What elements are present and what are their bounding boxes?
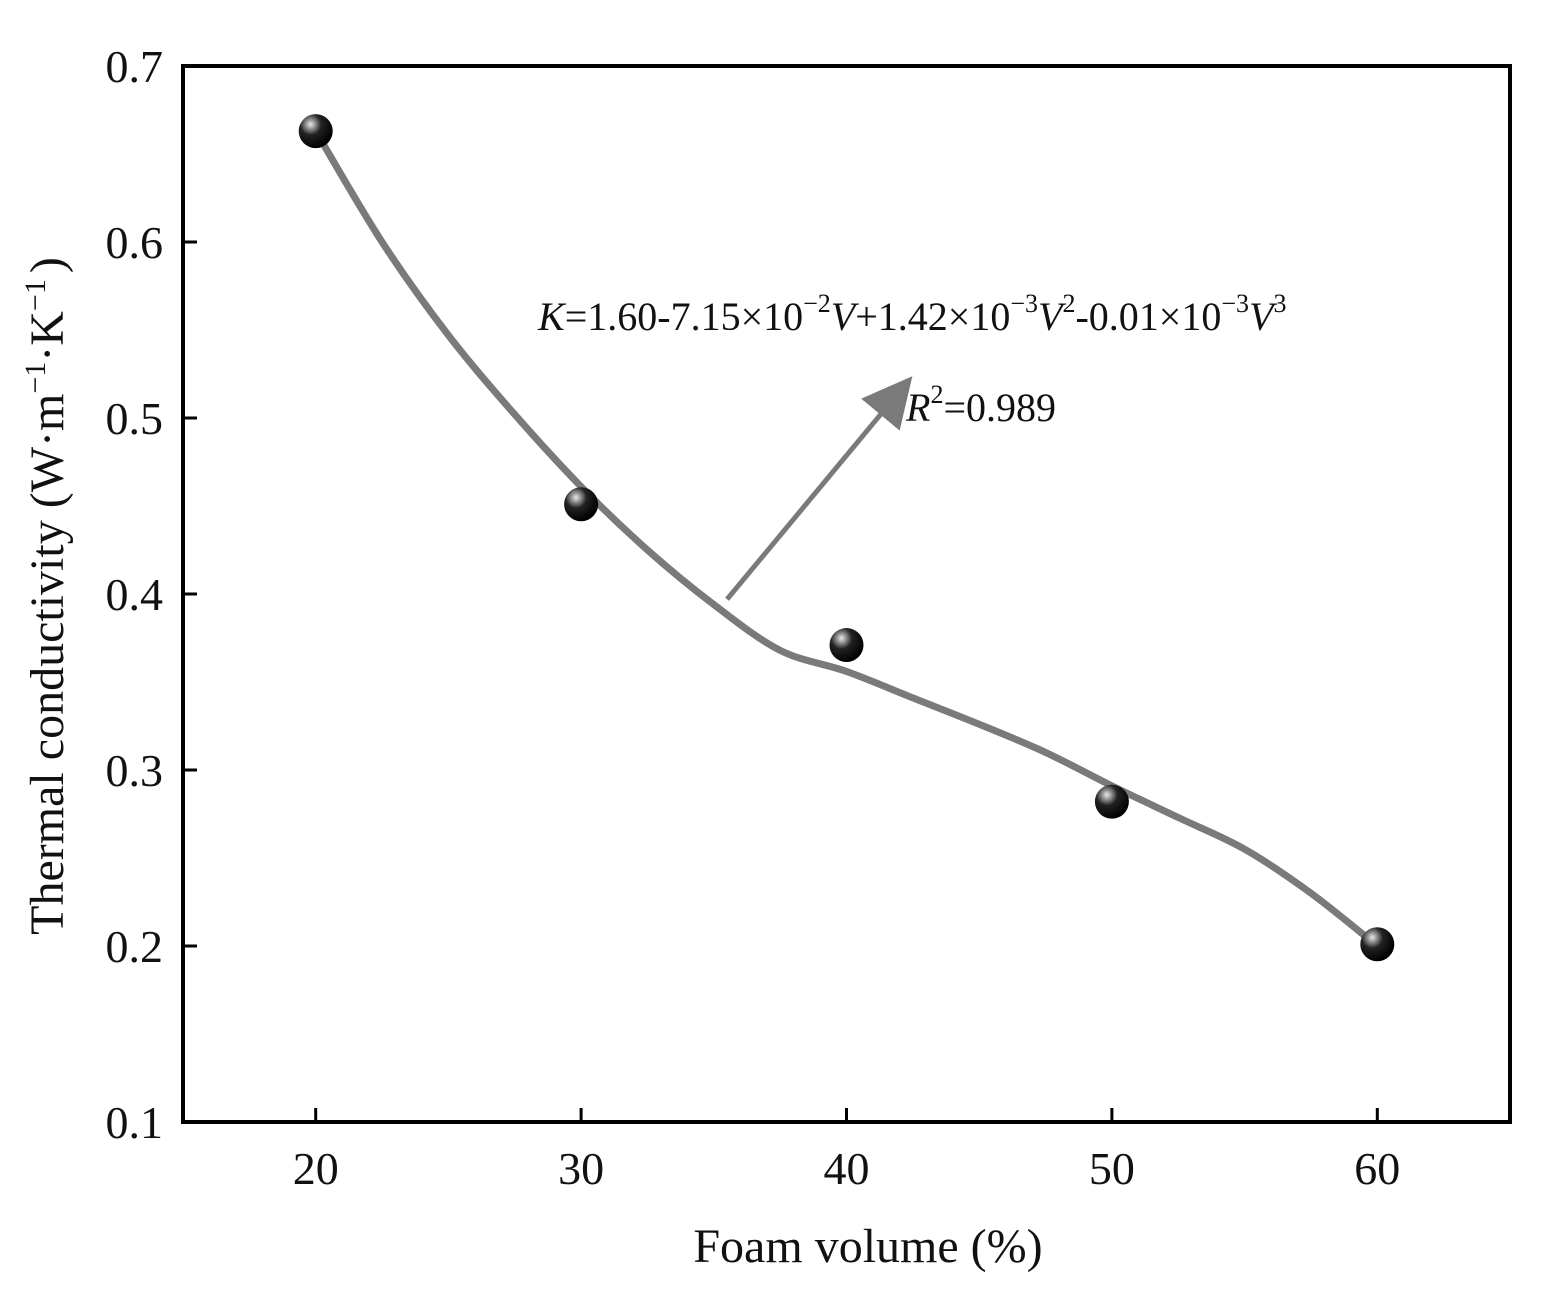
y-axis-title-mid: ·K [21, 311, 74, 362]
y-tick-label: 0.5 [106, 393, 164, 444]
tick-labels: 20 30 40 50 60 0.1 0.2 0.3 0.4 0.5 0.6 0.7 [106, 41, 1401, 1194]
data-point [1360, 927, 1395, 962]
x-axis-title: Foam volume (%) [693, 1220, 1042, 1273]
y-axis-title-main: Thermal conductivity (W·m [21, 394, 74, 935]
y-axis-title-sup1: −1 [19, 362, 52, 394]
eq-exp3: −3 [1221, 289, 1249, 318]
fit-equation: K=1.60-7.15×10−2V+1.42×10−3V2-0.01×10−3V… [537, 289, 1286, 339]
eq-cube: 3 [1273, 289, 1286, 318]
fit-curve-layer [312, 127, 1381, 950]
y-axis-title: Thermal conductivity (W·m−1·K−1) [19, 257, 74, 935]
data-points-layer [298, 114, 1395, 962]
r2-R: R [905, 385, 930, 430]
y-tick-label: 0.3 [106, 745, 164, 796]
y-tick-label: 0.1 [106, 1097, 164, 1148]
r2-value: =0.989 [943, 385, 1056, 430]
eq-exp1: −2 [803, 289, 831, 318]
eq-part3: -0.01×10 [1075, 294, 1221, 339]
tick-marks [183, 64, 1379, 1124]
eq-part1: =1.60-7.15×10 [565, 294, 803, 339]
y-axis-title-end: ) [21, 257, 74, 273]
eq-part2: +1.42×10 [855, 294, 1010, 339]
eq-K: K [537, 294, 567, 339]
eq-sq: 2 [1062, 289, 1075, 318]
x-tick-label: 60 [1354, 1143, 1400, 1194]
data-point [829, 628, 864, 663]
x-tick-label: 40 [824, 1143, 870, 1194]
eq-V2: V [1038, 294, 1067, 339]
annotation-arrow [725, 376, 913, 601]
data-point [298, 114, 333, 149]
y-tick-label: 0.7 [106, 41, 164, 92]
r2-sup: 2 [930, 380, 943, 409]
r-squared-label: R2=0.989 [905, 380, 1056, 430]
y-tick-label: 0.2 [106, 921, 164, 972]
y-axis-title-sup2: −1 [19, 279, 52, 311]
fit-curve [312, 127, 1381, 950]
eq-V3: V [1249, 294, 1278, 339]
data-point [1094, 784, 1129, 819]
x-tick-label: 30 [558, 1143, 604, 1194]
y-tick-label: 0.6 [106, 217, 164, 268]
y-tick-label: 0.4 [106, 569, 164, 620]
plot-frame [181, 64, 1512, 1124]
arrow-layer [725, 376, 913, 601]
eq-exp2: −3 [1010, 289, 1038, 318]
eq-V1: V [831, 294, 860, 339]
x-tick-label: 50 [1089, 1143, 1135, 1194]
x-tick-label: 20 [293, 1143, 339, 1194]
data-point [564, 487, 599, 522]
